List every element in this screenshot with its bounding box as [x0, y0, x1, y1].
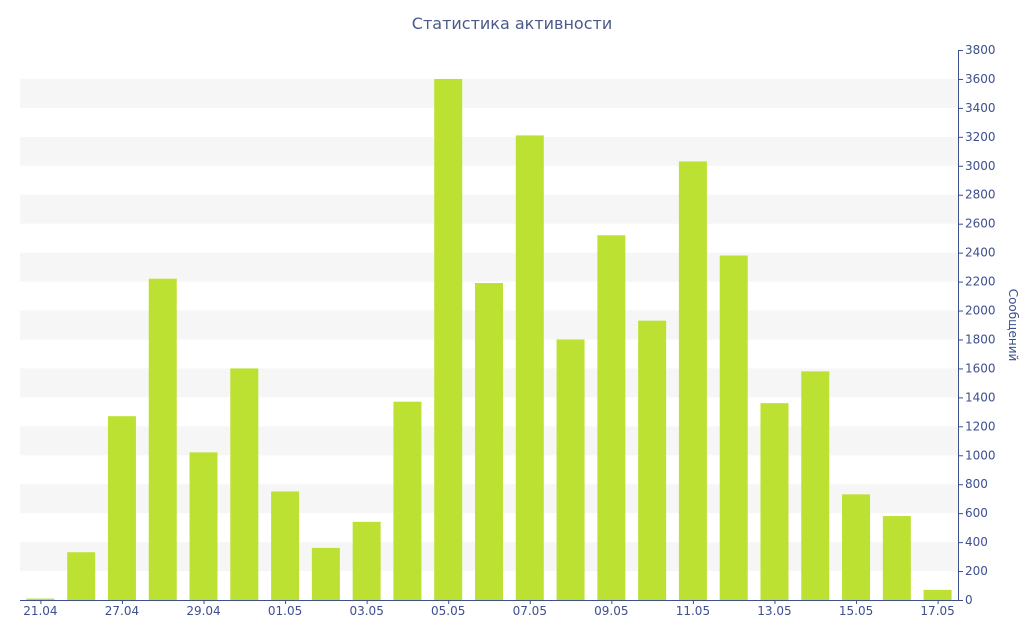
chart-title: Статистика активности [411, 14, 613, 33]
y-tick-label: 3000 [965, 159, 996, 173]
y-axis-title: Сообщений [1006, 289, 1020, 362]
y-tick-label: 400 [965, 535, 988, 549]
bar [189, 452, 218, 600]
y-tick-label: 1400 [965, 390, 996, 404]
bar [148, 278, 177, 600]
y-tick-label: 600 [965, 506, 988, 520]
y-tick-label: 200 [965, 564, 988, 578]
bar [923, 589, 952, 600]
bar [434, 78, 463, 600]
x-tick-label: 13.05 [757, 604, 791, 618]
bar [638, 320, 667, 600]
x-tick-label: 29.04 [186, 604, 220, 618]
y-tick-label: 2000 [965, 304, 996, 318]
y-tick-label: 1000 [965, 448, 996, 462]
x-tick-label: 05.05 [431, 604, 465, 618]
y-tick-label: 1800 [965, 332, 996, 346]
grid-band [20, 136, 958, 166]
y-tick-label: 1200 [965, 419, 996, 433]
x-tick-label: 11.05 [676, 604, 710, 618]
x-tick-label: 21.04 [23, 604, 57, 618]
bar [67, 552, 96, 600]
bar [597, 235, 626, 600]
y-tick-label: 3800 [965, 43, 996, 57]
bar [556, 339, 585, 600]
y-tick-label: 800 [965, 477, 988, 491]
bar [107, 416, 136, 600]
y-tick-label: 1600 [965, 361, 996, 375]
x-tick-labels: 21.04 27.04 29.04 01.05 03.05 05.05 07.05 09.05… [23, 604, 955, 618]
bar [475, 283, 503, 600]
bar [678, 161, 707, 600]
y-tick-labels: 0 200 400 600 800 1000 1200 1400 1600 1800 2000 220… [965, 43, 996, 607]
bar [515, 135, 544, 601]
y-tick-label: 2800 [965, 188, 996, 202]
x-tick-label: 01.05 [268, 604, 302, 618]
bar [352, 521, 381, 600]
bar [801, 371, 830, 600]
grid-band [20, 252, 958, 282]
bar [26, 598, 55, 600]
grid-band [20, 194, 958, 224]
x-tick-label: 17.05 [920, 604, 954, 618]
y-tick-label: 0 [965, 593, 973, 607]
y-tick-label: 2400 [965, 246, 996, 260]
bar [842, 494, 871, 600]
y-tick-label: 2600 [965, 217, 996, 231]
x-tick-label: 09.05 [594, 604, 628, 618]
x-tick-label: 07.05 [513, 604, 547, 618]
axes [20, 50, 963, 604]
y-tick-label: 2200 [965, 275, 996, 289]
bar [271, 491, 300, 600]
x-tick-label: 03.05 [349, 604, 383, 618]
x-tick-label: 27.04 [105, 604, 139, 618]
bar [393, 401, 422, 600]
y-tick-label: 3600 [965, 72, 996, 86]
bars [26, 78, 952, 601]
bar [719, 255, 748, 601]
bar [882, 516, 911, 600]
y-tick-label: 3400 [965, 101, 996, 115]
x-tick-label: 15.05 [839, 604, 873, 618]
bar [760, 403, 789, 600]
grid-band [20, 78, 958, 108]
bar [230, 368, 259, 600]
y-tick-label: 3200 [965, 130, 996, 144]
bar [311, 547, 340, 600]
